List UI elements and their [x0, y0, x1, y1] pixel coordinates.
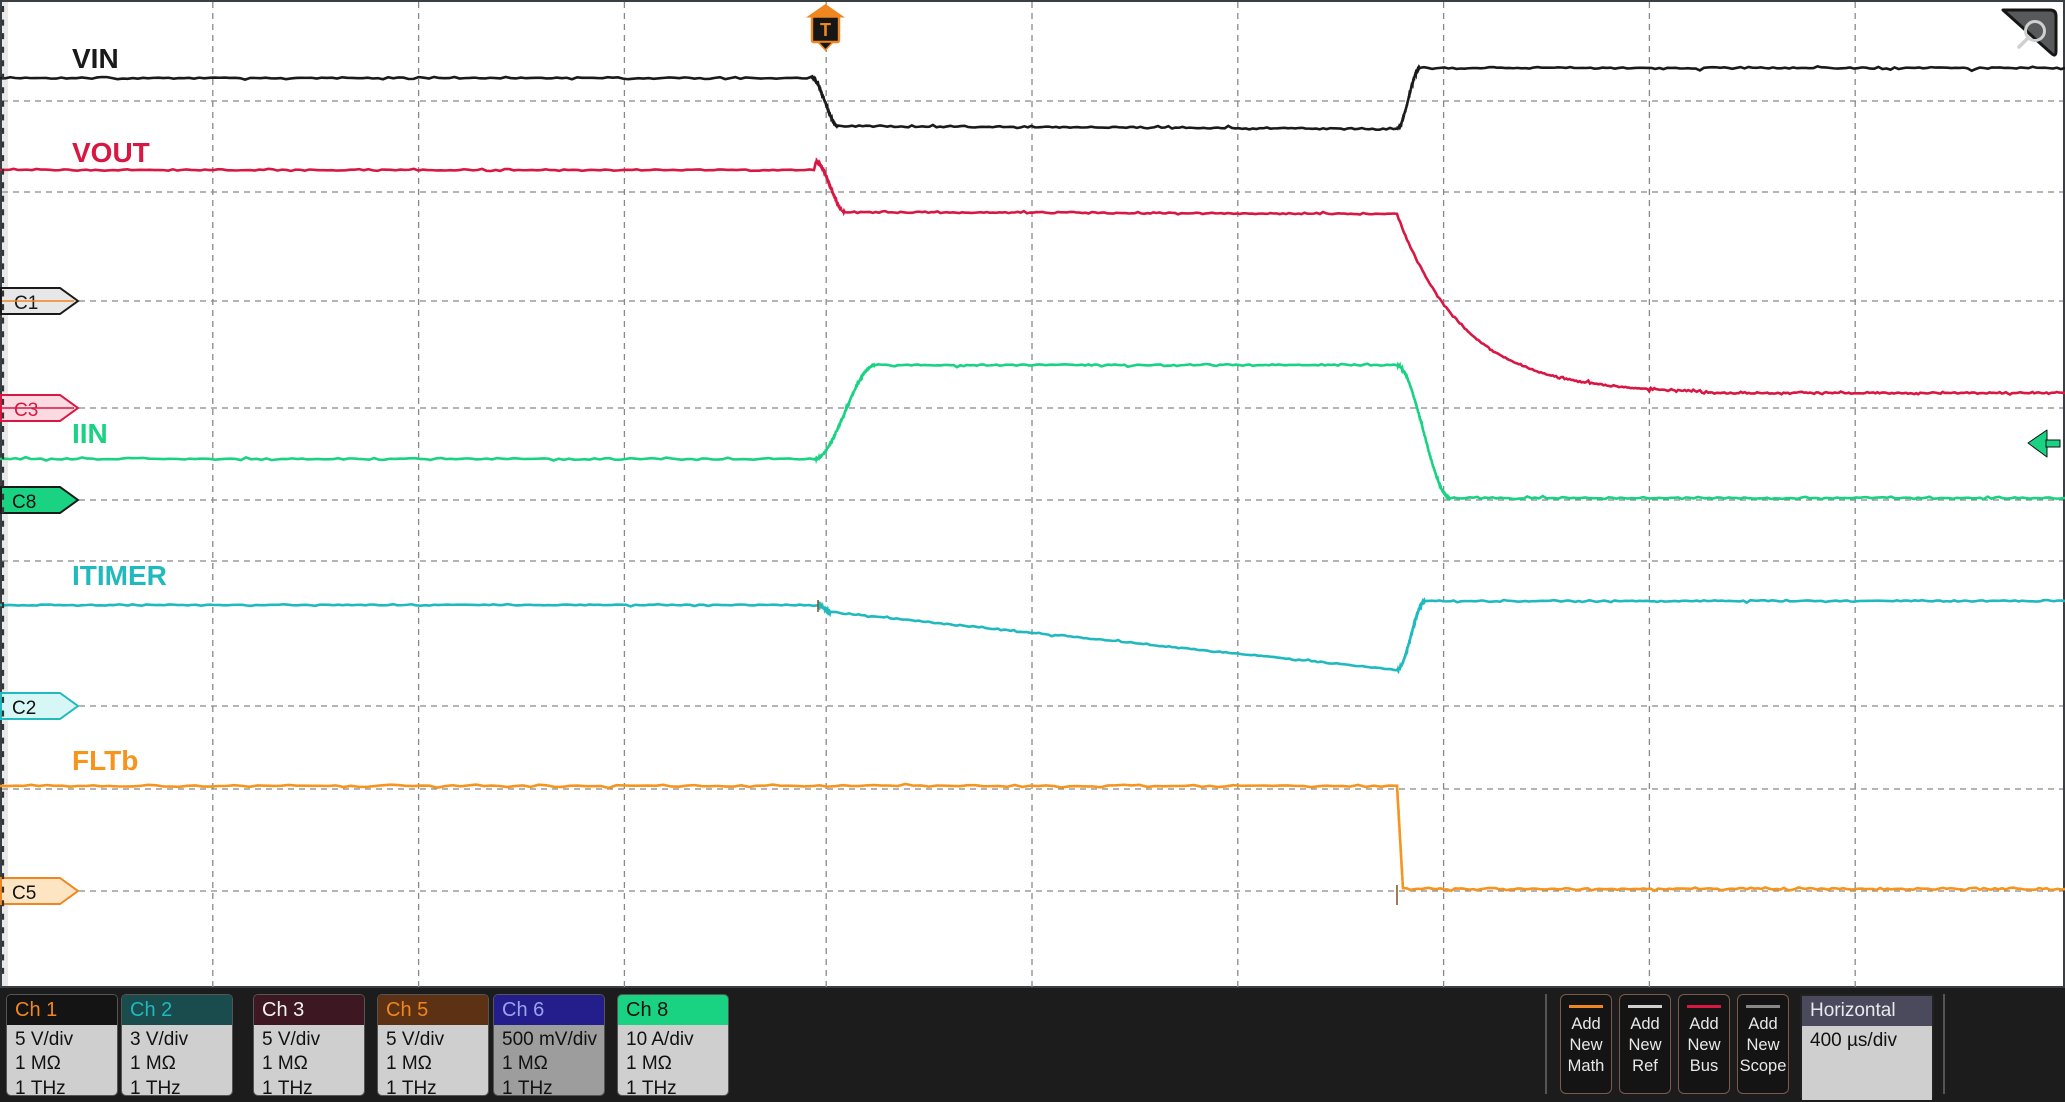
- svg-text:C5: C5: [12, 883, 36, 904]
- svg-text:VIN: VIN: [72, 43, 119, 74]
- svg-text:IIN: IIN: [72, 418, 108, 449]
- svg-text:C3: C3: [14, 400, 38, 421]
- svg-text:C8: C8: [12, 492, 36, 513]
- svg-text:VOUT: VOUT: [72, 137, 150, 168]
- svg-text:C2: C2: [12, 698, 36, 719]
- svg-text:T: T: [820, 20, 831, 40]
- svg-text:ITIMER: ITIMER: [72, 560, 167, 591]
- svg-text:C1: C1: [14, 293, 38, 314]
- svg-text:FLTb: FLTb: [72, 745, 138, 776]
